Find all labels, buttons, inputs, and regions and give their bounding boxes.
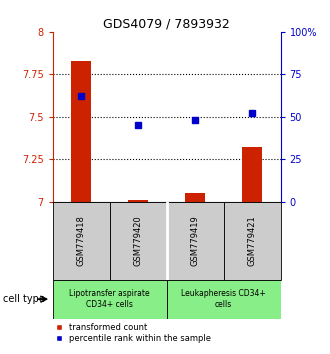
Text: Leukapheresis CD34+
cells: Leukapheresis CD34+ cells [181, 290, 266, 309]
Text: Lipotransfer aspirate
CD34+ cells: Lipotransfer aspirate CD34+ cells [69, 290, 150, 309]
Text: GSM779420: GSM779420 [134, 215, 143, 266]
Bar [53, 280, 167, 319]
Bar [53, 202, 110, 280]
Text: GSM779419: GSM779419 [191, 215, 200, 266]
Bar [167, 202, 224, 280]
Bar [224, 202, 280, 280]
Text: GSM779421: GSM779421 [248, 215, 256, 266]
Title: GDS4079 / 7893932: GDS4079 / 7893932 [103, 18, 230, 31]
Bar [110, 202, 167, 280]
Bar [185, 193, 205, 202]
Legend: transformed count, percentile rank within the sample: transformed count, percentile rank withi… [57, 323, 211, 343]
Text: cell type: cell type [3, 294, 45, 304]
Bar [71, 61, 91, 202]
Bar [242, 147, 262, 202]
Text: GSM779418: GSM779418 [77, 215, 86, 266]
Bar [167, 280, 280, 319]
Bar [128, 200, 148, 202]
